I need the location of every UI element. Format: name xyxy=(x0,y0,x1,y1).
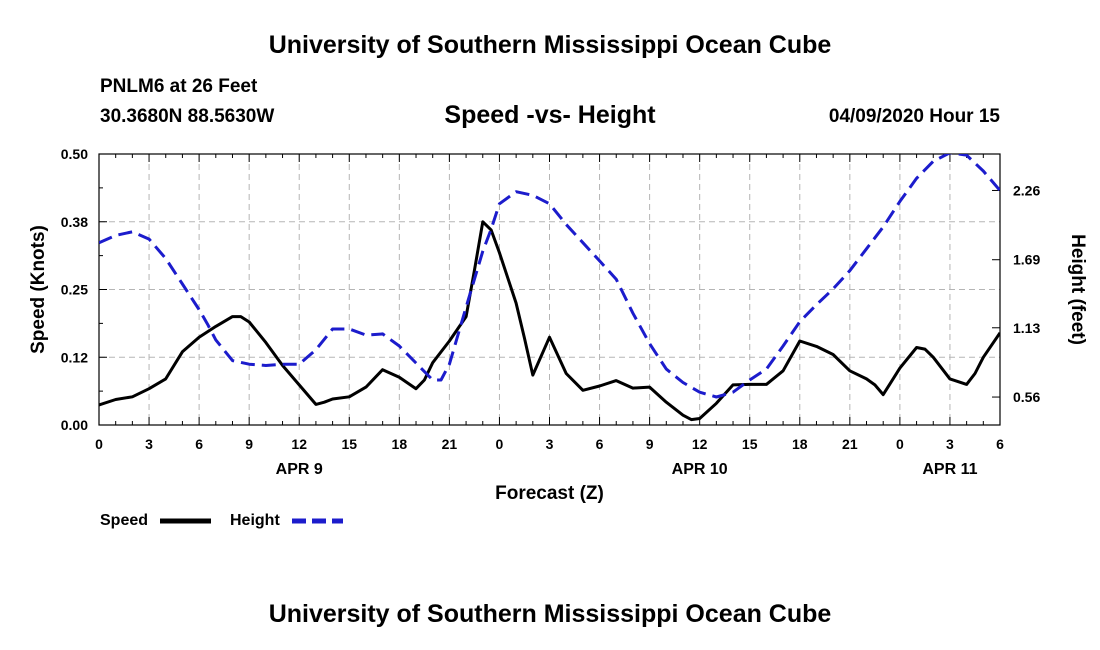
x-tick-label: 18 xyxy=(392,436,408,452)
forecast-timestamp: 04/09/2020 Hour 15 xyxy=(828,106,1000,127)
x-tick-label: 6 xyxy=(996,436,1004,452)
y-left-tick-label: 0.12 xyxy=(61,349,88,365)
y-left-tick-label: 0.25 xyxy=(61,282,88,298)
footer-title: University of Southern Mississippi Ocean… xyxy=(268,600,832,628)
x-tick-label: 6 xyxy=(195,436,203,452)
date-label: APR 9 xyxy=(276,461,323,478)
x-tick-label: 15 xyxy=(742,436,758,452)
legend-label-speed: Speed xyxy=(100,512,148,529)
x-axis-title: Forecast (Z) xyxy=(495,483,604,504)
station-label: PNLM6 at 26 Feet xyxy=(100,76,258,97)
y-right-tick-label: 2.26 xyxy=(1013,182,1040,198)
legend-label-height: Height xyxy=(230,512,280,529)
x-tick-label: 12 xyxy=(692,436,708,452)
chart-title: Speed -vs- Height xyxy=(444,101,656,129)
page-title: University of Southern Mississippi Ocean… xyxy=(268,31,832,59)
y-right-axis-title: Height (feet) xyxy=(1067,234,1088,345)
y-left-tick-label: 0.38 xyxy=(61,214,88,230)
y-right-tick-label: 1.69 xyxy=(1013,252,1040,268)
x-tick-label: 0 xyxy=(95,436,103,452)
x-tick-label: 21 xyxy=(842,436,858,452)
x-tick-label: 18 xyxy=(792,436,808,452)
y-left-tick-label: 0.50 xyxy=(61,146,88,162)
x-tick-label: 3 xyxy=(145,436,153,452)
station-coordinates: 30.3680N 88.5630W xyxy=(100,106,275,127)
x-tick-label: 3 xyxy=(946,436,954,452)
x-tick-label: 9 xyxy=(245,436,253,452)
series-line-height xyxy=(99,154,1000,399)
series-line-speed xyxy=(99,220,1000,422)
x-tick-label: 21 xyxy=(442,436,458,452)
date-label: APR 10 xyxy=(672,461,728,478)
y-right-tick-label: 0.56 xyxy=(1013,389,1040,405)
x-tick-label: 9 xyxy=(646,436,654,452)
y-right-tick-label: 1.13 xyxy=(1013,320,1040,336)
x-tick-label: 3 xyxy=(546,436,554,452)
x-tick-label: 12 xyxy=(291,436,307,452)
x-tick-label: 6 xyxy=(596,436,604,452)
x-tick-label: 0 xyxy=(496,436,504,452)
y-left-tick-label: 0.00 xyxy=(61,417,88,433)
x-tick-label: 0 xyxy=(896,436,904,452)
x-tick-label: 15 xyxy=(341,436,357,452)
date-label: APR 11 xyxy=(922,461,977,478)
y-left-axis-title: Speed (Knots) xyxy=(28,225,49,354)
